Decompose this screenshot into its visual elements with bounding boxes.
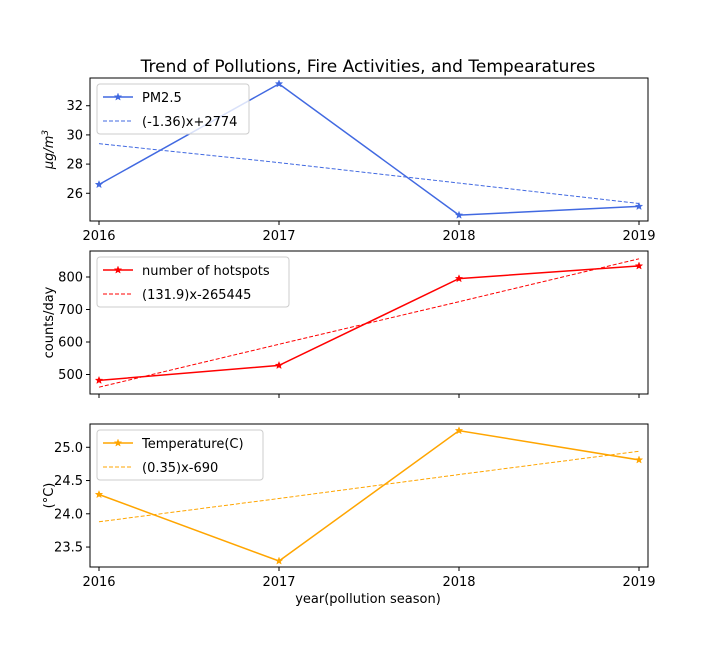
series-line-1 (98, 265, 640, 382)
axes-frame (89, 423, 649, 568)
series-line-2 (98, 143, 640, 204)
series-line-2 (98, 450, 640, 523)
x-axis-label: year(pollution season) (295, 592, 441, 607)
data-point (454, 210, 464, 219)
data-point (634, 201, 644, 211)
legend-label-2: (-1.36)x+2774 (142, 115, 237, 130)
x-tick-label: 2016 (82, 575, 115, 590)
data-point (634, 455, 644, 464)
legend-label-1: Temperature(C) (141, 437, 244, 452)
legend-box (96, 256, 290, 308)
y-tick-label: 24.0 (54, 507, 83, 522)
y-tick-label: 700 (58, 303, 83, 318)
data-point (454, 274, 464, 283)
data-point (634, 261, 644, 270)
y-tick-label: 30 (66, 128, 83, 143)
series-line-1 (98, 429, 640, 562)
y-tick-label: 32 (66, 99, 83, 114)
data-point (274, 360, 284, 370)
x-tick-label: 2016 (82, 229, 115, 244)
x-tick-label: 2018 (442, 575, 475, 590)
legend-box (96, 83, 250, 135)
series-line-2 (98, 258, 640, 388)
y-tick-label: 600 (58, 336, 83, 351)
y-tick-label: 25.0 (54, 441, 83, 456)
legend-label-2: (131.9)x-265445 (142, 288, 251, 303)
data-point (274, 556, 284, 565)
chart-title: Trend of Pollutions, Fire Activities, an… (140, 57, 596, 77)
data-point (94, 180, 104, 189)
y-tick-label: 800 (58, 271, 83, 286)
subplot-1: 26 28 30 32 2016 2017 2018 2019 µg/m3 PM2.5 (-1.36… (41, 77, 656, 244)
axes-frame (89, 250, 649, 395)
legend-marker (113, 265, 123, 274)
y-tick-label: 23.5 (54, 541, 83, 556)
x-tick-label: 2017 (262, 575, 295, 590)
y-axis-label: µg/m3 (41, 130, 57, 171)
x-tick-label: 2019 (622, 575, 655, 590)
y-axis-label: (°C) (42, 483, 57, 509)
data-point (94, 375, 104, 384)
x-tick-label: 2017 (262, 229, 295, 244)
y-axis-label: counts/day (42, 286, 57, 358)
data-point (94, 489, 104, 499)
subplot-3: 23.5 24.0 24.5 25.0 2016 2017 2018 2019 (°C) Temp… (42, 423, 656, 590)
y-tick-label: 28 (66, 158, 83, 173)
legend-label-1: number of hotspots (142, 264, 270, 279)
data-point (454, 426, 464, 435)
data-point (274, 79, 284, 88)
y-tick-label: 24.5 (54, 474, 83, 489)
legend-label-1: PM2.5 (142, 91, 182, 106)
y-tick-label: 500 (58, 368, 83, 383)
legend-marker (113, 92, 123, 101)
axes-frame (89, 77, 649, 222)
subplots: 26 28 30 32 2016 2017 2018 2019 µg/m3 PM2.5 (-1.36… (41, 77, 656, 590)
y-tick-label: 26 (66, 187, 83, 202)
legend-label-2: (0.35)x-690 (142, 461, 218, 476)
legend-marker (113, 438, 123, 447)
legend-box (96, 429, 264, 481)
x-tick-label: 2018 (442, 229, 475, 244)
x-tick-label: 2019 (622, 229, 655, 244)
